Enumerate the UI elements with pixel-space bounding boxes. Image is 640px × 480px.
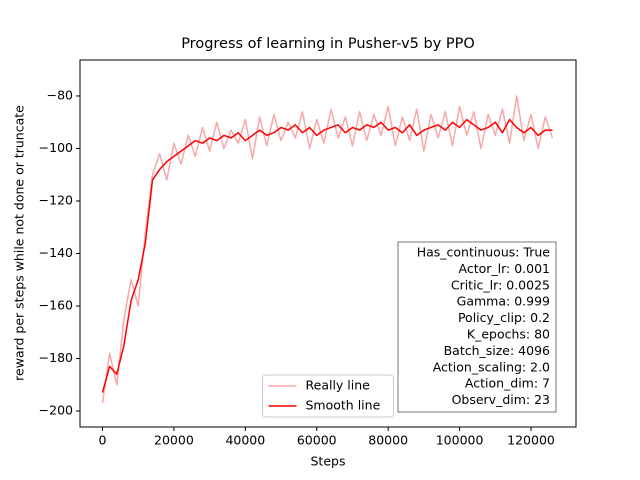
x-tick-label: 100000	[436, 433, 484, 448]
y-tick-label: −200	[39, 402, 73, 417]
annotation-line: Has_continuous: True	[417, 245, 551, 260]
y-tick-label: −180	[39, 350, 73, 365]
x-tick-label: 20000	[154, 433, 194, 448]
x-tick-label: 0	[99, 433, 107, 448]
annotation-line: K_epochs: 80	[467, 327, 550, 342]
x-tick-label: 60000	[297, 433, 337, 448]
annotation-line: Gamma: 0.999	[457, 294, 550, 309]
annotation-line: Observ_dim: 23	[452, 392, 550, 407]
x-axis-label: Steps	[311, 454, 346, 469]
legend-label: Really line	[306, 378, 371, 393]
y-tick-label: −160	[39, 297, 73, 312]
x-tick-label: 40000	[225, 433, 265, 448]
y-tick-label: −140	[39, 245, 73, 260]
x-tick-label: 120000	[507, 433, 555, 448]
y-tick-label: −120	[39, 192, 73, 207]
annotation-box	[397, 241, 557, 413]
x-tick-label: 80000	[368, 433, 408, 448]
annotation-line: Actor_lr: 0.001	[458, 261, 550, 276]
plot-frame	[79, 59, 577, 428]
annotation-line: Batch_size: 4096	[444, 343, 550, 358]
chart-title: Progress of learning in Pusher-v5 by PPO	[181, 36, 475, 52]
y-tick-label: −80	[47, 87, 73, 102]
annotation-line: Action_dim: 7	[465, 376, 550, 391]
y-tick-label: −100	[39, 140, 73, 155]
data-line	[101, 118, 553, 393]
annotation-line: Action_scaling: 2.0	[433, 359, 550, 374]
legend-label: Smooth line	[306, 398, 381, 413]
y-axis-label: reward per steps while not done or trunc…	[12, 105, 27, 381]
annotation-line: Critic_lr: 0.0025	[451, 277, 550, 292]
annotation-line: Policy_clip: 0.2	[458, 310, 550, 325]
